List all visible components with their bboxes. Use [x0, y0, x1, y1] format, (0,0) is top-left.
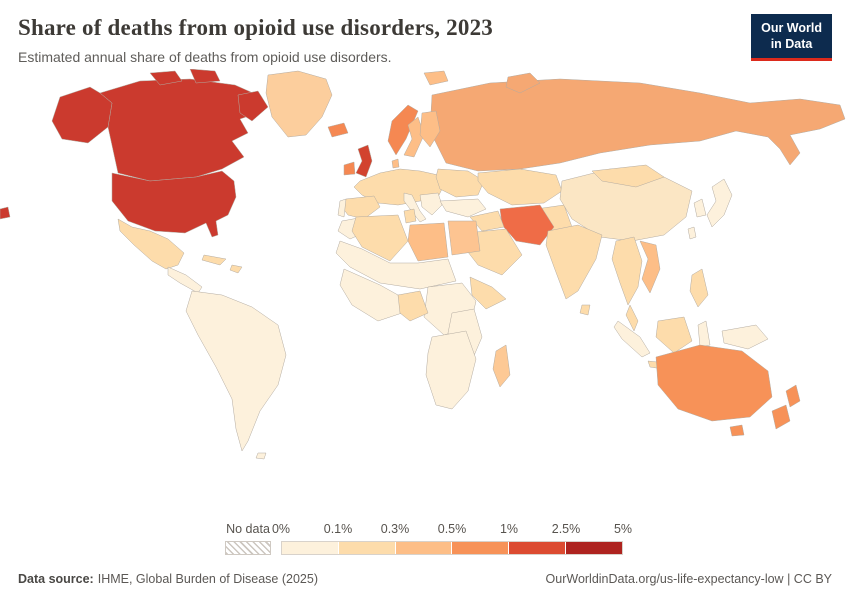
region-balkans[interactable]	[419, 192, 443, 215]
legend-no-data-label: No data	[226, 522, 270, 536]
legend-tick-2: 0.3%	[380, 522, 410, 536]
page-subtitle: Estimated annual share of deaths from op…	[18, 48, 392, 65]
region-kazakhstan[interactable]	[477, 168, 563, 205]
legend-bin-2[interactable]	[395, 542, 453, 554]
chart-footer: Data source: IHME, Global Burden of Disea…	[0, 566, 850, 600]
region-madagascar[interactable]	[492, 344, 511, 387]
region-southern-africa[interactable]	[425, 330, 477, 409]
chart-header: Share of deaths from opioid use disorder…	[0, 0, 850, 65]
region-central-america[interactable]	[167, 266, 203, 293]
owid-logo[interactable]: Our World in Data	[751, 14, 832, 61]
region-tunisia[interactable]	[403, 208, 417, 223]
owid-url-link[interactable]: OurWorldinData.org/us-life-expectancy-lo…	[545, 572, 784, 586]
region-turkey[interactable]	[439, 198, 487, 217]
region-ireland[interactable]	[343, 161, 356, 175]
legend-bin-4[interactable]	[509, 542, 567, 554]
region-canada[interactable]	[99, 78, 263, 181]
region-algeria[interactable]	[351, 214, 409, 261]
legend-bin-0[interactable]	[282, 542, 339, 554]
region-west-edge-fragment[interactable]	[0, 206, 11, 219]
world-map-svg	[0, 68, 846, 459]
region-india[interactable]	[545, 224, 603, 299]
region-malay-peninsula[interactable]	[625, 304, 639, 331]
region-horn-of-africa[interactable]	[469, 276, 507, 309]
region-eastern-europe[interactable]	[435, 168, 485, 197]
page-title: Share of deaths from opioid use disorder…	[18, 15, 493, 40]
region-united-kingdom[interactable]	[355, 144, 373, 177]
region-new-zealand-north[interactable]	[785, 384, 801, 407]
legend-tick-4: 1%	[499, 522, 519, 536]
region-borneo[interactable]	[655, 316, 693, 353]
region-vietnam[interactable]	[639, 240, 661, 293]
region-arctic-island-1[interactable]	[149, 70, 183, 85]
legend-bin-3[interactable]	[452, 542, 510, 554]
footer-right: OurWorldinData.org/us-life-expectancy-lo…	[546, 572, 832, 586]
region-new-guinea[interactable]	[721, 324, 769, 349]
region-japan[interactable]	[706, 178, 733, 227]
legend-tick-3: 0.5%	[437, 522, 467, 536]
region-egypt[interactable]	[447, 220, 481, 255]
data-source-label: Data source:	[18, 572, 94, 586]
license-label: CC BY	[793, 572, 832, 586]
legend-bin-1[interactable]	[338, 542, 396, 554]
legend-tick-5: 2.5%	[551, 522, 581, 536]
region-russia[interactable]	[429, 78, 846, 171]
region-falkland-islands[interactable]	[255, 452, 267, 459]
region-mexico[interactable]	[117, 218, 185, 269]
region-spain[interactable]	[341, 195, 381, 219]
data-source-text: IHME, Global Burden of Disease (2025)	[97, 572, 318, 586]
region-korea[interactable]	[693, 198, 707, 217]
region-taiwan[interactable]	[687, 226, 697, 239]
region-myanmar-thailand[interactable]	[611, 236, 643, 305]
region-nigeria[interactable]	[397, 290, 429, 321]
region-iraq-syria[interactable]	[469, 210, 505, 231]
region-australia[interactable]	[655, 344, 773, 421]
region-baffin-island[interactable]	[237, 90, 269, 121]
legend-tick-0: 0%	[271, 522, 291, 536]
data-source: Data source: IHME, Global Burden of Disea…	[18, 572, 318, 586]
header-titles: Share of deaths from opioid use disorder…	[18, 14, 493, 65]
region-united-states[interactable]	[111, 170, 237, 237]
region-west-africa[interactable]	[339, 268, 403, 321]
legend-tick-6: 5%	[613, 522, 633, 536]
region-hispaniola[interactable]	[229, 264, 243, 273]
region-philippines[interactable]	[689, 268, 709, 307]
region-arctic-island-2[interactable]	[189, 68, 221, 83]
region-svalbard[interactable]	[423, 70, 449, 85]
region-sahel[interactable]	[335, 240, 457, 289]
footer-separator: |	[783, 572, 794, 586]
region-tasmania[interactable]	[729, 424, 745, 436]
map-legend: No data 0% 0.1% 0.3% 0.5% 1% 2.5% 5%	[225, 522, 632, 560]
region-italy[interactable]	[403, 192, 427, 222]
region-south-america[interactable]	[185, 290, 287, 451]
region-mongolia[interactable]	[591, 164, 665, 187]
legend-bin-5[interactable]	[566, 542, 622, 554]
region-finland[interactable]	[419, 110, 441, 147]
region-portugal[interactable]	[337, 198, 347, 217]
region-alaska[interactable]	[51, 86, 113, 143]
logo-line-1: Our World	[761, 21, 822, 35]
region-cuba[interactable]	[201, 254, 227, 265]
region-new-zealand-south[interactable]	[771, 404, 791, 429]
region-iceland[interactable]	[327, 122, 349, 137]
region-sri-lanka[interactable]	[579, 304, 591, 315]
legend-no-data-swatch[interactable]	[225, 541, 271, 555]
region-sweden[interactable]	[403, 116, 425, 157]
region-norway[interactable]	[387, 104, 419, 155]
region-greenland[interactable]	[265, 70, 333, 137]
legend-tick-1: 0.1%	[323, 522, 353, 536]
region-libya[interactable]	[407, 222, 449, 261]
legend-color-bar	[281, 541, 623, 555]
world-map	[0, 68, 850, 522]
region-sumatra[interactable]	[613, 320, 651, 357]
logo-line-2: in Data	[770, 37, 813, 52]
region-sulawesi[interactable]	[697, 320, 711, 347]
region-novaya-zemlya[interactable]	[505, 72, 541, 93]
region-denmark[interactable]	[391, 158, 400, 168]
